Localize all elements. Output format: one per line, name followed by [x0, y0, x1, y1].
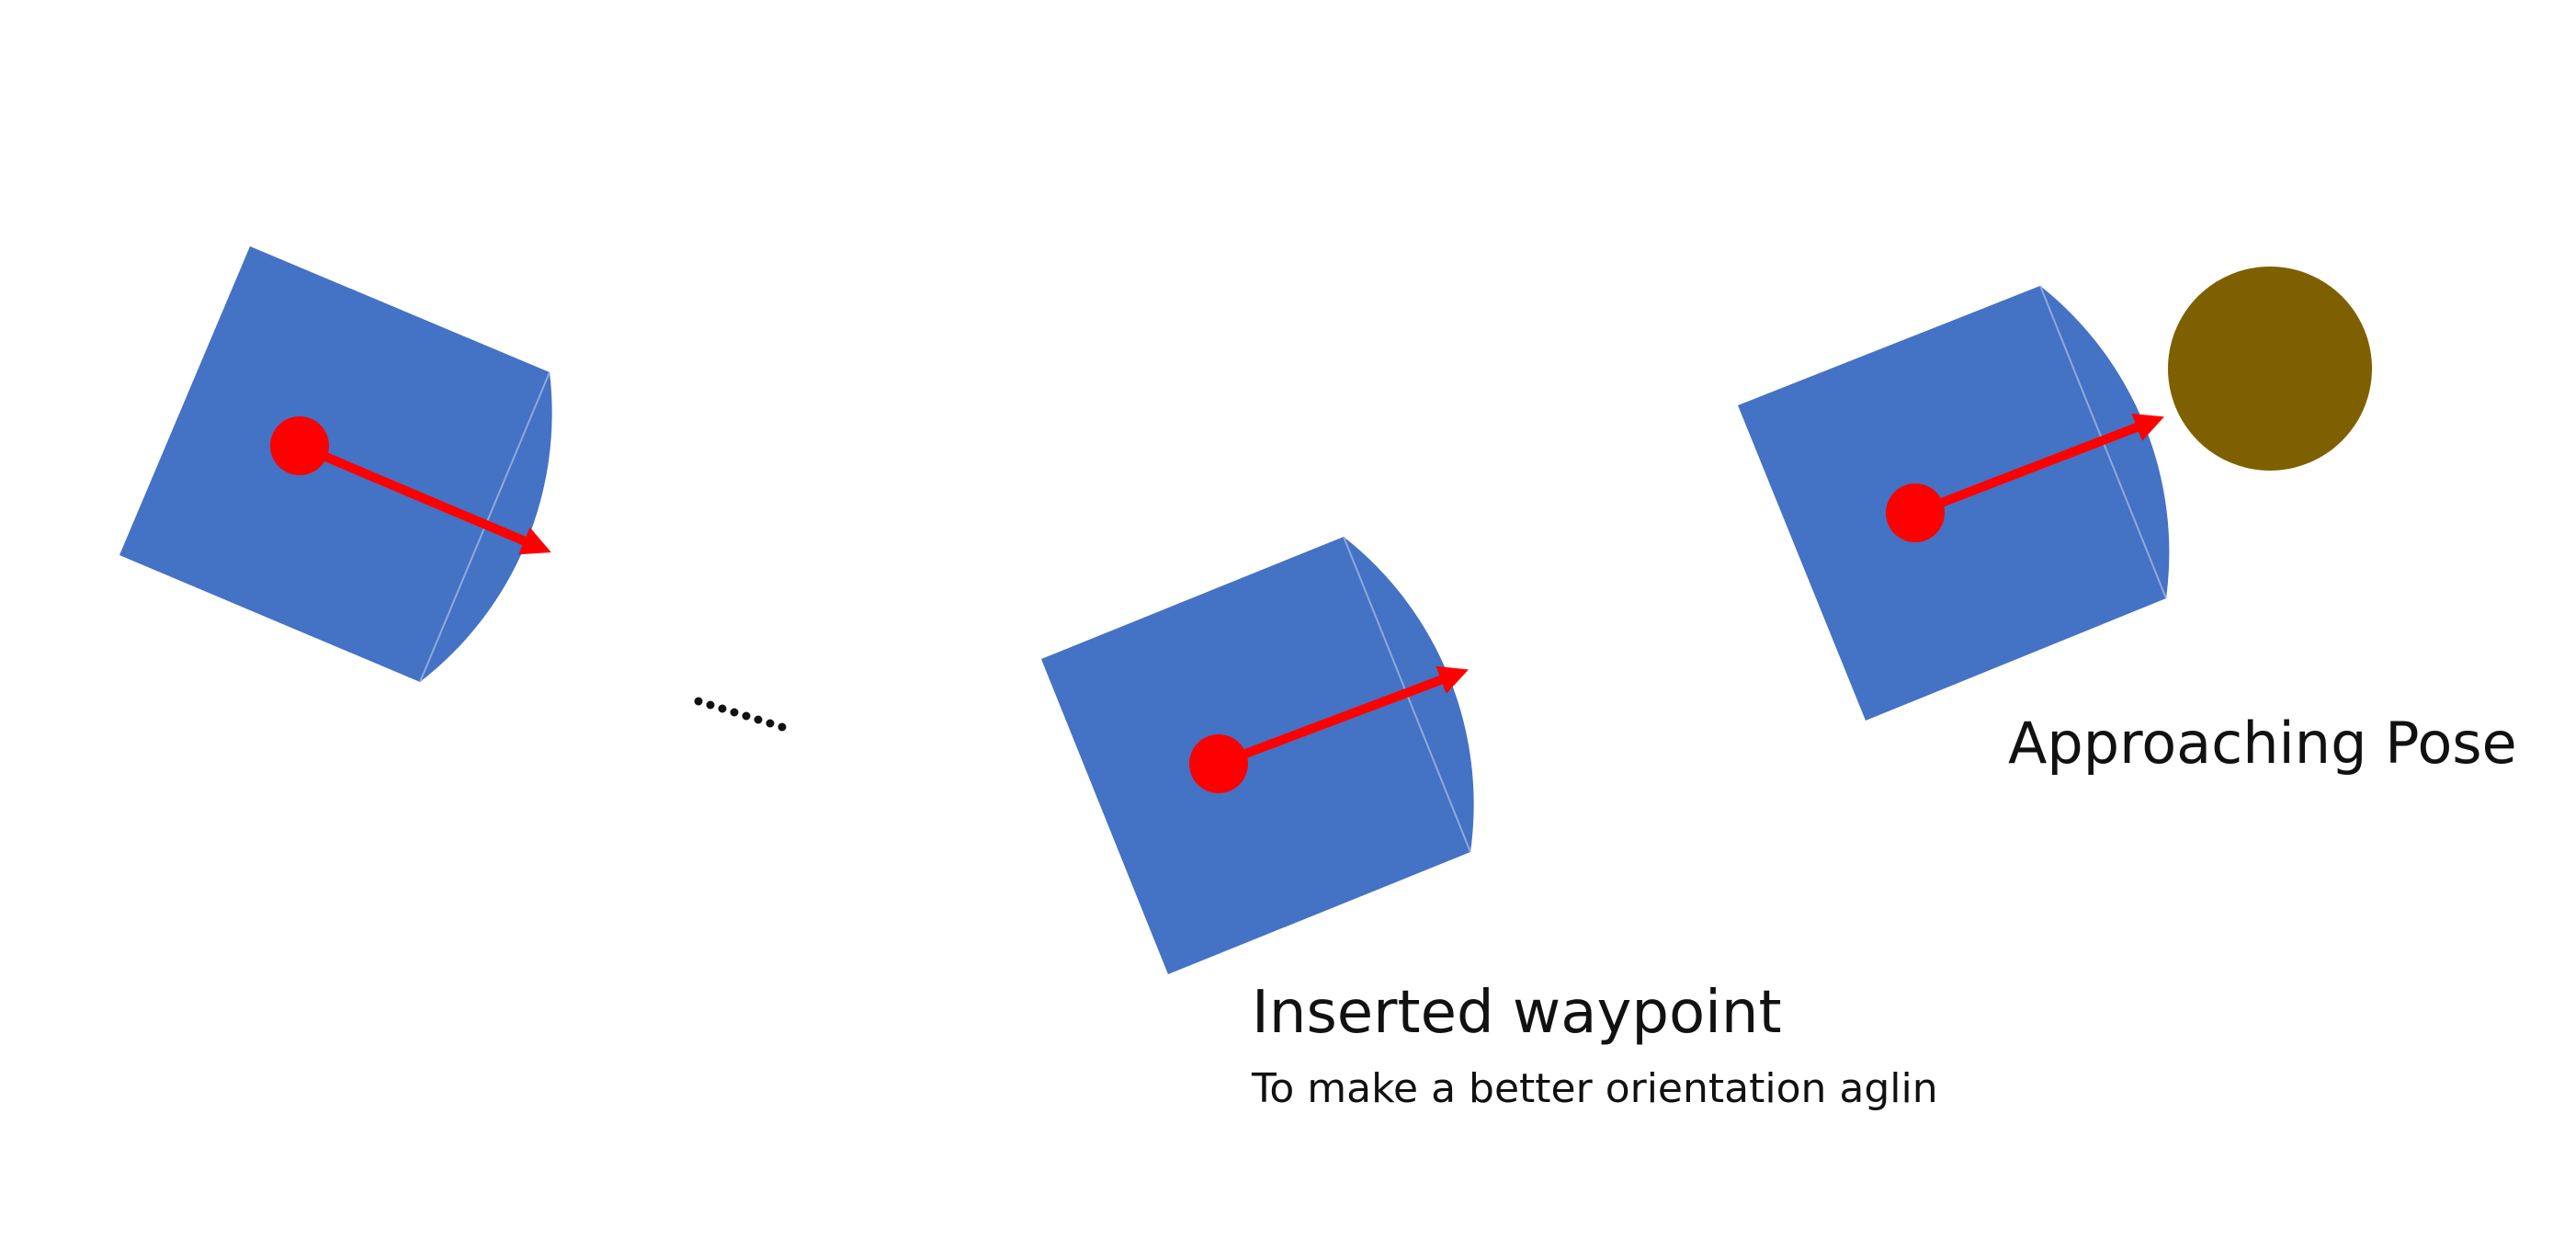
inserted-waypoint-robot: [1041, 536, 1474, 974]
inserted-waypoint-label: Inserted waypoint: [1252, 979, 1782, 1047]
heading-arrow-icon: [298, 441, 551, 555]
approaching-pose-robot: [1738, 285, 2170, 721]
robot-center-dot: [1189, 734, 1248, 793]
robot-footprint-icon: [1041, 537, 1474, 974]
approaching-pose-label: Approaching Pose: [2008, 710, 2517, 777]
inserted-waypoint-note: To make a better orientation aglin: [1252, 1065, 1938, 1112]
target-circle-icon: [2168, 267, 2372, 471]
heading-arrow-icon: [1913, 413, 2164, 517]
ellipsis-icon: [694, 697, 787, 732]
robot-center-dot: [1886, 483, 1945, 542]
robot-center-dot: [270, 416, 329, 475]
start-robot: [119, 246, 552, 683]
heading-arrow-icon: [1217, 665, 1469, 768]
robot-footprint-icon: [1738, 286, 2170, 721]
